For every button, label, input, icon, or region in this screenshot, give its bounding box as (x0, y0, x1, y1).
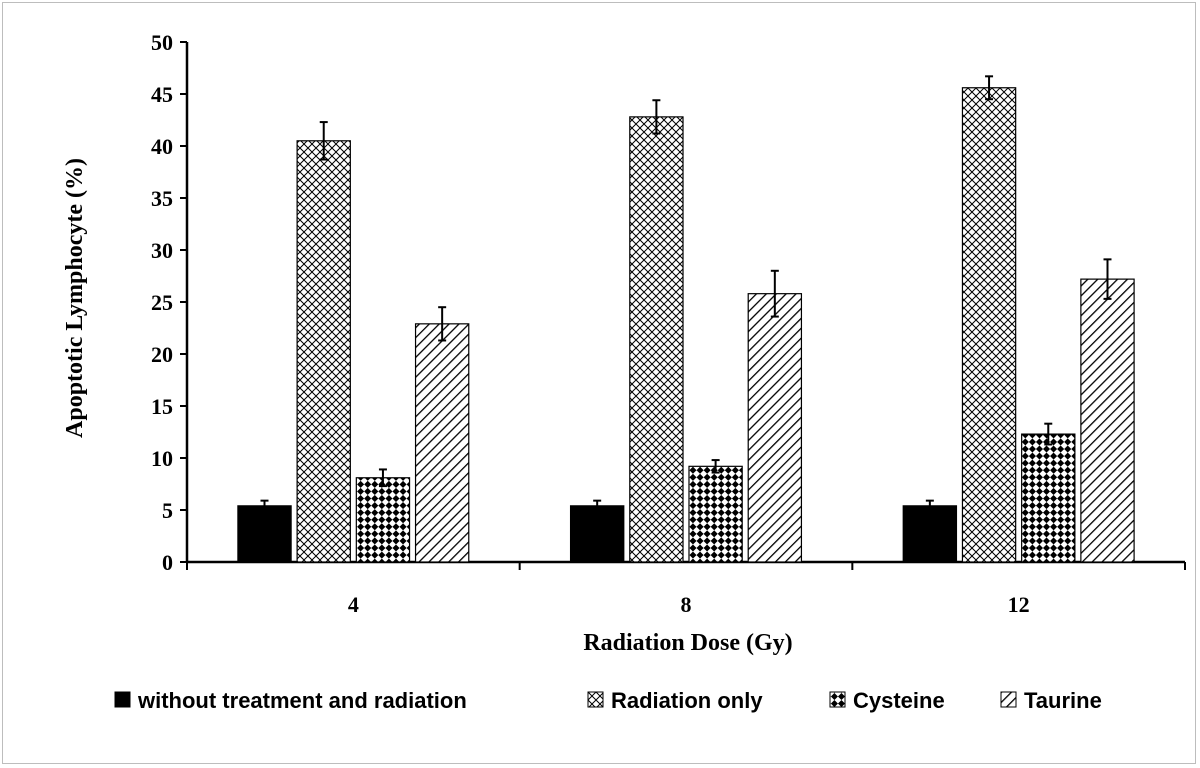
y-tick-label: 15 (151, 394, 173, 419)
legend-swatch (587, 691, 604, 708)
bar (569, 505, 625, 563)
error-bars (260, 75, 1112, 513)
bar (961, 87, 1017, 563)
y-tick-label: 0 (162, 550, 173, 575)
bars (237, 87, 1135, 563)
x-tick-label: 4 (348, 592, 359, 617)
y-tick-label: 30 (151, 238, 173, 263)
bar (1080, 278, 1135, 563)
bar (747, 293, 803, 563)
y-tick-label: 10 (151, 446, 173, 471)
y-axis-title: Apoptotic Lymphocyte (%) (62, 158, 88, 438)
y-tick-label: 50 (151, 30, 173, 55)
bar (296, 140, 351, 563)
legend: without treatment and radiation Radiation… (114, 688, 1102, 713)
bar (414, 323, 470, 563)
legend-swatch (829, 691, 846, 708)
legend-label: without treatment and radiation (137, 688, 467, 713)
y-tick-label: 5 (162, 498, 173, 523)
y-tick-label: 25 (151, 290, 173, 315)
bar (1021, 433, 1076, 563)
bar (629, 116, 684, 563)
x-axis-title: Radiation Dose (Gy) (583, 630, 792, 656)
bar (902, 505, 958, 563)
y-tick-label: 45 (151, 82, 173, 107)
y-tick-label: 20 (151, 342, 173, 367)
legend-label: Radiation only (611, 688, 763, 713)
legend-label: Taurine (1024, 688, 1102, 713)
legend-label: Cysteine (853, 688, 945, 713)
x-tick-label: 8 (681, 592, 692, 617)
y-tick-label: 40 (151, 134, 173, 159)
x-axis: 4 8 12 (186, 560, 1186, 617)
y-tick-label: 35 (151, 186, 173, 211)
bar (688, 465, 743, 563)
y-axis: 0 5 10 15 20 25 30 35 40 45 50 (151, 30, 189, 575)
legend-swatch (1000, 691, 1017, 708)
x-tick-label: 12 (1008, 592, 1030, 617)
legend-swatch (114, 691, 131, 708)
bar (355, 477, 411, 563)
bar (237, 505, 292, 563)
